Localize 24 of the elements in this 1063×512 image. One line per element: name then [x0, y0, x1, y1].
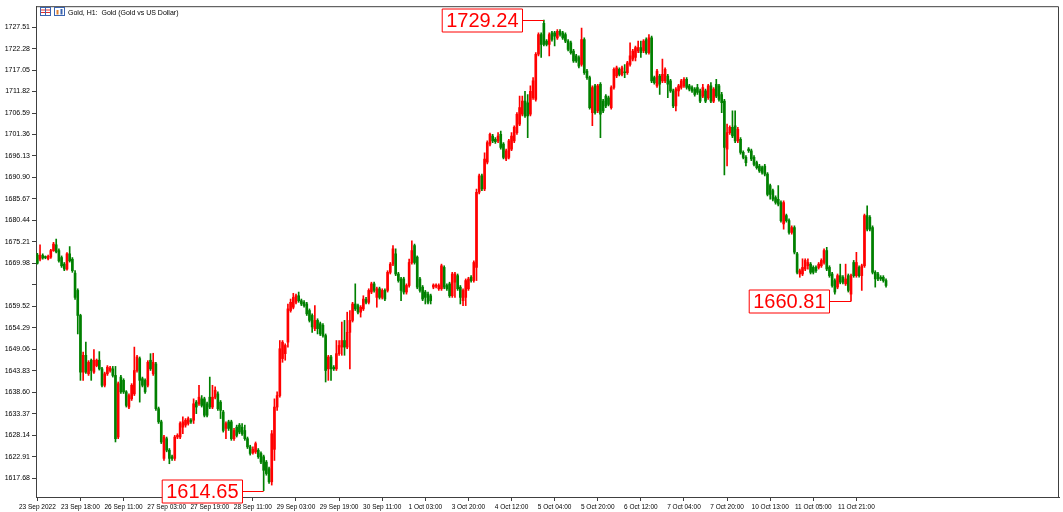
candlestick: [378, 286, 381, 300]
candlestick: [343, 320, 346, 356]
candlestick: [353, 283, 357, 311]
candlestick: [836, 273, 839, 290]
candlestick: [194, 400, 198, 414]
candlestick: [491, 134, 494, 143]
annotation: 1729.24: [446, 9, 519, 32]
candlestick: [36, 253, 39, 265]
annotation: 1660.81: [753, 290, 826, 313]
candlestick: [316, 318, 319, 335]
candlestick: [817, 262, 820, 270]
candlestick: [882, 275, 885, 283]
candlestick: [87, 360, 90, 376]
candlestick: [704, 88, 707, 104]
candlestick: [149, 353, 152, 371]
annotation: 1614.65: [166, 480, 239, 503]
candlestick: [809, 262, 812, 275]
candlestick: [642, 39, 645, 53]
candlestick: [262, 454, 265, 491]
candlestick: [494, 137, 497, 144]
candlestick: [879, 275, 882, 281]
candlestick: [712, 87, 715, 104]
candlestick: [739, 137, 742, 155]
candlestick: [634, 45, 637, 62]
